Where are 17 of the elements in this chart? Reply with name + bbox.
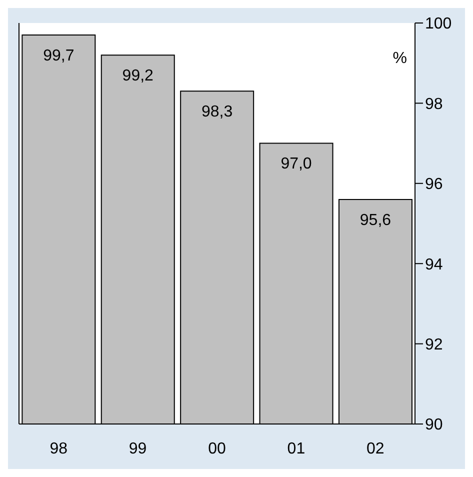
data-label: 97,0 (280, 156, 312, 173)
x-tick-label: 02 (366, 440, 384, 458)
y-tick-label: 100 (425, 16, 452, 33)
y-tick-label: 92 (425, 336, 443, 354)
data-label: 95,6 (360, 212, 392, 229)
data-label: 99,2 (122, 67, 154, 84)
data-label: 99,7 (43, 47, 74, 64)
y-tick-label: 94 (425, 256, 443, 274)
y-tick-label: 98 (425, 96, 443, 113)
x-tick-label: 00 (208, 440, 226, 458)
y-tick-label: 90 (425, 416, 443, 434)
data-label: 98,3 (202, 104, 233, 121)
x-tick-label: 98 (50, 440, 68, 458)
y-axis-title: % (392, 50, 407, 67)
y-tick-label: 96 (425, 176, 443, 194)
x-tick-label: 99 (128, 440, 147, 458)
x-tick-label: 01 (287, 440, 306, 458)
